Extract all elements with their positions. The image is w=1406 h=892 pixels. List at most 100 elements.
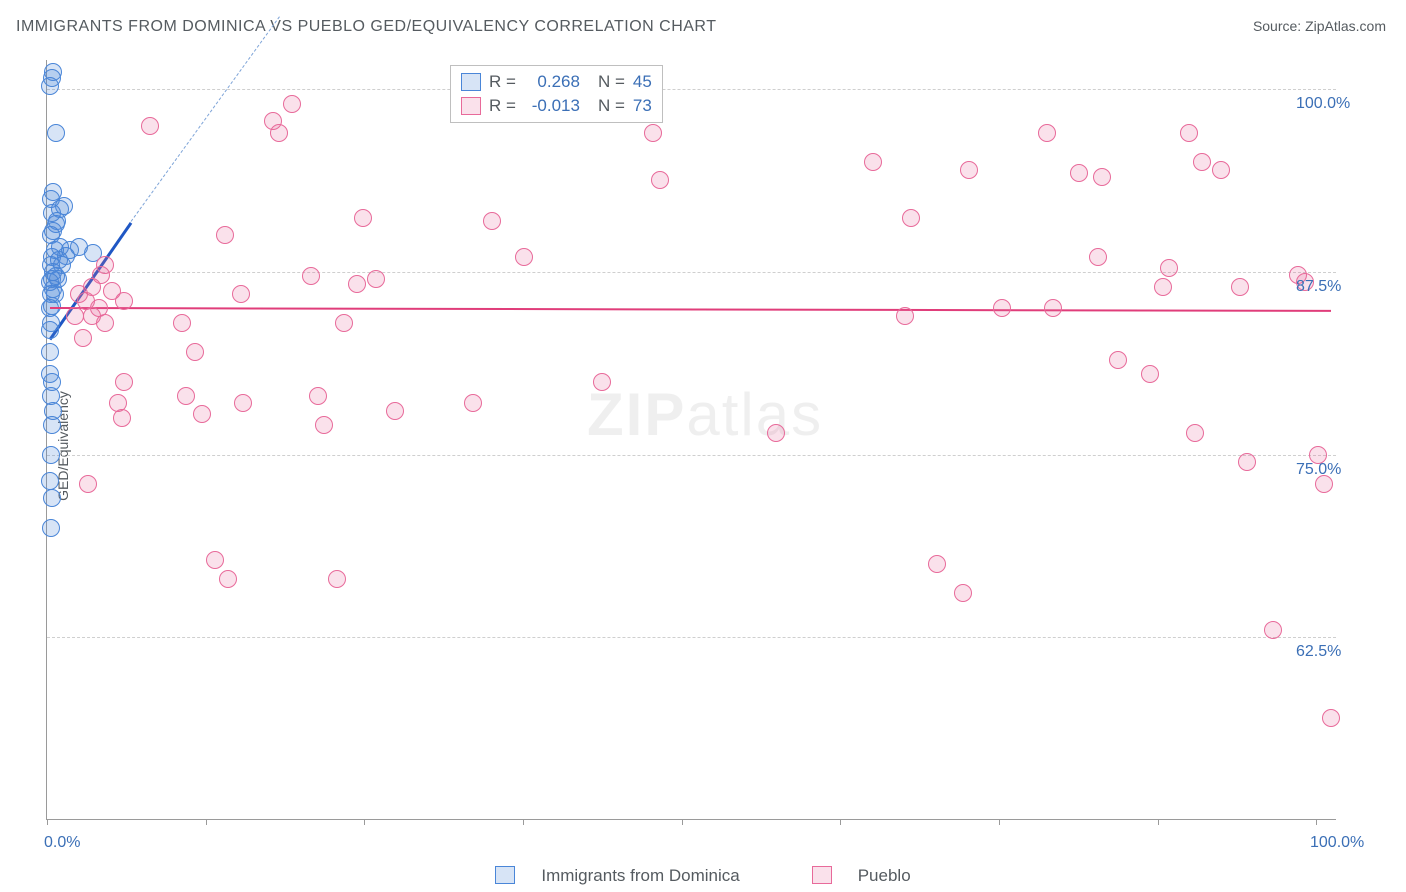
watermark-bold: ZIP xyxy=(587,381,686,448)
data-point xyxy=(651,171,669,189)
y-gridline xyxy=(47,89,1336,90)
data-point xyxy=(1238,453,1256,471)
data-point xyxy=(66,307,84,325)
data-point xyxy=(115,373,133,391)
data-point xyxy=(41,472,59,490)
y-tick-label: 100.0% xyxy=(1296,95,1350,113)
data-point xyxy=(483,212,501,230)
data-point xyxy=(767,424,785,442)
x-tick xyxy=(1316,819,1317,825)
data-point xyxy=(335,314,353,332)
x-tick xyxy=(523,819,524,825)
data-point xyxy=(43,416,61,434)
y-gridline xyxy=(47,272,1336,273)
source-attribution: Source: ZipAtlas.com xyxy=(1253,18,1386,34)
legend-row: R =0.268N =45 xyxy=(461,70,652,94)
data-point xyxy=(515,248,533,266)
data-point xyxy=(1322,709,1340,727)
data-point xyxy=(593,373,611,391)
data-point xyxy=(1212,161,1230,179)
data-point xyxy=(41,343,59,361)
data-point xyxy=(79,475,97,493)
data-point xyxy=(44,183,62,201)
data-point xyxy=(902,209,920,227)
x-tick xyxy=(840,819,841,825)
data-point xyxy=(309,387,327,405)
data-point xyxy=(1089,248,1107,266)
data-point xyxy=(232,285,250,303)
data-point xyxy=(206,551,224,569)
legend-series-name: Immigrants from Dominica xyxy=(541,866,739,885)
data-point xyxy=(1160,259,1178,277)
x-axis-max-label: 100.0% xyxy=(1310,834,1364,852)
x-tick xyxy=(999,819,1000,825)
legend-row: R =-0.013N =73 xyxy=(461,94,652,118)
data-point xyxy=(954,584,972,602)
data-point xyxy=(354,209,372,227)
data-point xyxy=(283,95,301,113)
data-point xyxy=(186,343,204,361)
data-point xyxy=(42,519,60,537)
data-point xyxy=(1109,351,1127,369)
legend-swatch xyxy=(461,73,481,91)
data-point xyxy=(216,226,234,244)
x-tick xyxy=(364,819,365,825)
data-point xyxy=(1044,299,1062,317)
data-point xyxy=(928,555,946,573)
data-point xyxy=(270,124,288,142)
y-gridline xyxy=(47,637,1336,638)
correlation-legend: R =0.268N =45R = -0.013 N = 73 xyxy=(450,65,663,123)
data-point xyxy=(328,570,346,588)
legend-bottom-item: Immigrants from Dominica xyxy=(477,866,757,885)
data-point xyxy=(315,416,333,434)
data-point xyxy=(177,387,195,405)
x-tick xyxy=(1158,819,1159,825)
data-point xyxy=(1264,621,1282,639)
legend-r-label: R = xyxy=(489,70,516,94)
chart-title: IMMIGRANTS FROM DOMINICA VS PUEBLO GED/E… xyxy=(16,18,716,36)
legend-n-label: N = xyxy=(598,94,625,118)
y-tick-label: 62.5% xyxy=(1296,643,1341,661)
data-point xyxy=(42,446,60,464)
series-legend: Immigrants from Dominica Pueblo xyxy=(0,866,1406,886)
legend-series-name: Pueblo xyxy=(858,866,911,885)
data-point xyxy=(1193,153,1211,171)
x-tick xyxy=(206,819,207,825)
data-point xyxy=(864,153,882,171)
data-point xyxy=(1180,124,1198,142)
data-point xyxy=(1141,365,1159,383)
watermark-light: atlas xyxy=(686,381,823,448)
data-point xyxy=(1154,278,1172,296)
legend-r-value: -0.013 xyxy=(524,94,580,118)
data-point xyxy=(302,267,320,285)
data-point xyxy=(896,307,914,325)
data-point xyxy=(96,314,114,332)
data-point xyxy=(1093,168,1111,186)
data-point xyxy=(993,299,1011,317)
data-point xyxy=(96,256,114,274)
legend-swatch xyxy=(461,97,481,115)
legend-swatch xyxy=(812,866,832,884)
trend-line xyxy=(50,307,1331,312)
data-point xyxy=(1231,278,1249,296)
legend-n-value: 73 xyxy=(633,94,652,118)
y-gridline xyxy=(47,455,1336,456)
data-point xyxy=(193,405,211,423)
y-tick-label: 75.0% xyxy=(1296,461,1341,479)
data-point xyxy=(367,270,385,288)
data-point xyxy=(113,409,131,427)
x-tick xyxy=(682,819,683,825)
data-point xyxy=(644,124,662,142)
legend-swatch xyxy=(495,866,515,884)
data-point xyxy=(348,275,366,293)
data-point xyxy=(1038,124,1056,142)
data-point xyxy=(173,314,191,332)
legend-n-label: N = xyxy=(598,70,625,94)
x-tick xyxy=(47,819,48,825)
x-axis-min-label: 0.0% xyxy=(44,834,80,852)
data-point xyxy=(74,329,92,347)
data-point xyxy=(219,570,237,588)
data-point xyxy=(47,124,65,142)
data-point xyxy=(960,161,978,179)
data-point xyxy=(1186,424,1204,442)
